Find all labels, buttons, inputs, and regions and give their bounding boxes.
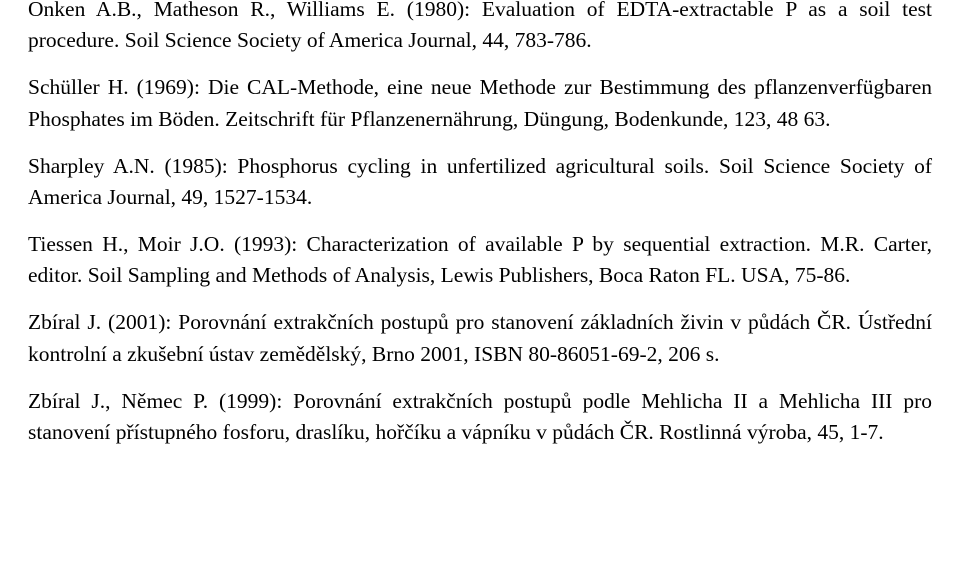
reference-entry: Tiessen H., Moir J.O. (1993): Characteri… (28, 229, 932, 291)
reference-entry: Zbíral J., Němec P. (1999): Porovnání ex… (28, 386, 932, 448)
reference-entry: Sharpley A.N. (1985): Phosphorus cycling… (28, 151, 932, 213)
references-page: Onken A.B., Matheson R., Williams E. (19… (0, 0, 960, 448)
reference-entry: Schüller H. (1969): Die CAL-Methode, ein… (28, 72, 932, 134)
reference-entry: Zbíral J. (2001): Porovnání extrakčních … (28, 307, 932, 369)
reference-entry: Onken A.B., Matheson R., Williams E. (19… (28, 0, 932, 56)
